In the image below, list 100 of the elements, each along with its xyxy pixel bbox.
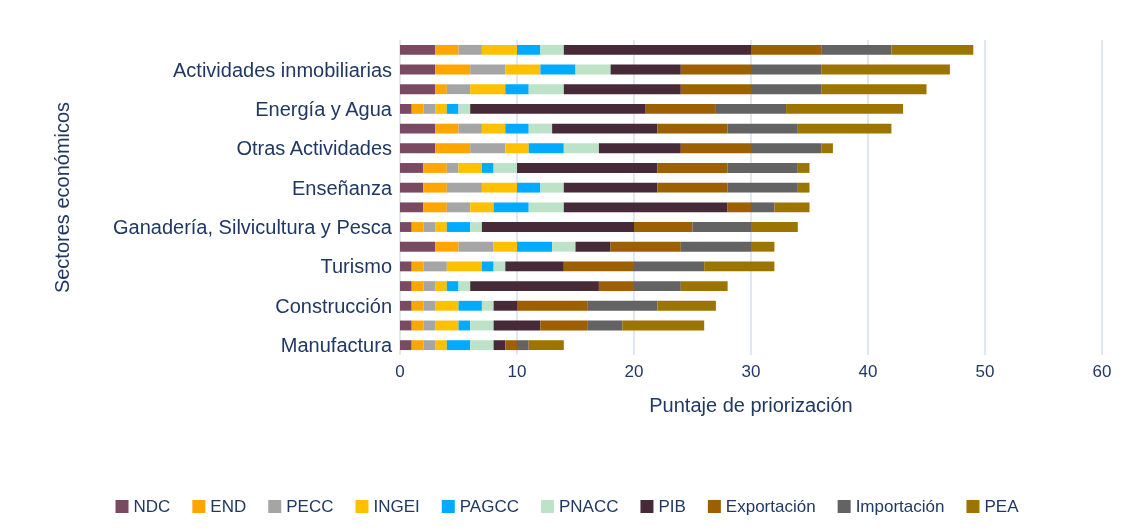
bar xyxy=(458,103,471,114)
bar xyxy=(634,261,705,272)
bar xyxy=(657,163,728,173)
bar xyxy=(458,241,494,252)
y-axis-title: Sectores económicos xyxy=(51,101,73,294)
bar xyxy=(692,222,751,232)
y-tick-label: Ganadería, Silvicultura y Pesca xyxy=(112,216,393,239)
x-tick-label: 0 xyxy=(395,362,405,381)
bar xyxy=(493,340,506,351)
bar xyxy=(400,103,412,114)
bar xyxy=(470,202,494,213)
y-tick-label: Enseñanza xyxy=(291,176,393,199)
bar xyxy=(411,281,424,292)
bar xyxy=(645,103,716,114)
bar xyxy=(634,281,681,292)
legend-label: PEA xyxy=(984,497,1020,516)
legend-label: Exportación xyxy=(725,497,816,516)
bar xyxy=(423,320,436,331)
bar xyxy=(727,123,798,134)
bar xyxy=(446,103,459,114)
bar xyxy=(680,143,751,154)
bar xyxy=(470,320,494,331)
bar xyxy=(598,143,681,154)
bar xyxy=(540,320,588,331)
bar xyxy=(517,182,541,193)
x-tick-label: 30 xyxy=(741,362,761,381)
bar xyxy=(446,202,471,213)
bar xyxy=(563,44,751,55)
bar xyxy=(505,64,541,75)
x-axis-title: Puntaje de priorización xyxy=(649,394,853,416)
bar xyxy=(446,84,471,95)
bar xyxy=(458,123,482,134)
bar xyxy=(423,103,436,114)
bar xyxy=(481,261,494,272)
x-tick-label: 20 xyxy=(624,362,644,381)
bar xyxy=(517,241,553,252)
legend-label: INGEI xyxy=(373,497,420,516)
bar xyxy=(751,202,775,213)
bar xyxy=(400,123,436,134)
bar xyxy=(540,44,564,55)
y-tick-label: Construcción xyxy=(275,294,392,317)
bar xyxy=(786,103,904,114)
bar xyxy=(435,143,471,154)
legend-label: PECC xyxy=(286,497,334,516)
bar xyxy=(435,222,447,232)
bar xyxy=(797,182,810,193)
bar xyxy=(400,222,412,232)
bar xyxy=(423,182,447,193)
bar xyxy=(634,222,693,232)
bar xyxy=(446,163,459,173)
bar xyxy=(411,222,424,232)
bar xyxy=(400,320,412,331)
bar xyxy=(481,123,506,134)
bar xyxy=(446,261,482,272)
bar xyxy=(446,281,459,292)
bar xyxy=(552,123,658,134)
legend-label: NDC xyxy=(133,497,171,516)
bar xyxy=(400,64,436,75)
bar xyxy=(680,281,728,292)
bar xyxy=(821,143,833,154)
bar xyxy=(435,281,447,292)
bar xyxy=(493,320,541,331)
legend-label: Importación xyxy=(855,497,945,516)
bar xyxy=(446,340,471,351)
bar xyxy=(458,163,482,173)
bar xyxy=(435,44,459,55)
bar xyxy=(400,340,412,351)
x-tick-label: 40 xyxy=(858,362,878,381)
bar xyxy=(423,261,447,272)
bar xyxy=(458,44,482,55)
bar xyxy=(423,163,447,173)
bar xyxy=(411,261,424,272)
bar xyxy=(400,202,424,213)
bar xyxy=(400,300,412,311)
bar xyxy=(528,123,553,134)
bar xyxy=(493,300,517,311)
bar xyxy=(528,143,564,154)
bar xyxy=(458,300,482,311)
bar xyxy=(751,241,775,252)
bar xyxy=(435,320,459,331)
y-tick-label: Manufactura xyxy=(280,334,393,357)
bar xyxy=(481,300,494,311)
bar xyxy=(727,182,798,193)
bar xyxy=(411,103,424,114)
bar xyxy=(411,340,424,351)
bar xyxy=(797,123,892,134)
bar xyxy=(481,222,634,232)
bar xyxy=(458,281,471,292)
bar xyxy=(610,241,681,252)
bar xyxy=(505,340,517,351)
bar xyxy=(774,202,810,213)
bar xyxy=(517,340,529,351)
bar xyxy=(598,281,634,292)
bar xyxy=(423,202,447,213)
bar xyxy=(435,64,471,75)
bar xyxy=(540,64,576,75)
bar xyxy=(563,84,681,95)
bar xyxy=(821,84,927,95)
bar xyxy=(493,202,529,213)
bar xyxy=(657,182,728,193)
